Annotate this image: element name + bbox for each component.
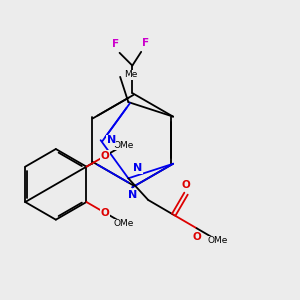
Text: OMe: OMe — [114, 219, 134, 228]
Text: O: O — [101, 208, 110, 218]
Text: O: O — [192, 232, 201, 242]
Text: N: N — [128, 190, 137, 200]
Text: O: O — [182, 180, 190, 190]
Text: F: F — [142, 38, 149, 48]
Text: F: F — [112, 39, 119, 49]
Text: Me: Me — [124, 70, 137, 80]
Text: OMe: OMe — [114, 141, 134, 150]
Text: N: N — [106, 135, 116, 145]
Text: O: O — [101, 151, 110, 161]
Text: N: N — [133, 164, 142, 173]
Text: OMe: OMe — [208, 236, 228, 245]
